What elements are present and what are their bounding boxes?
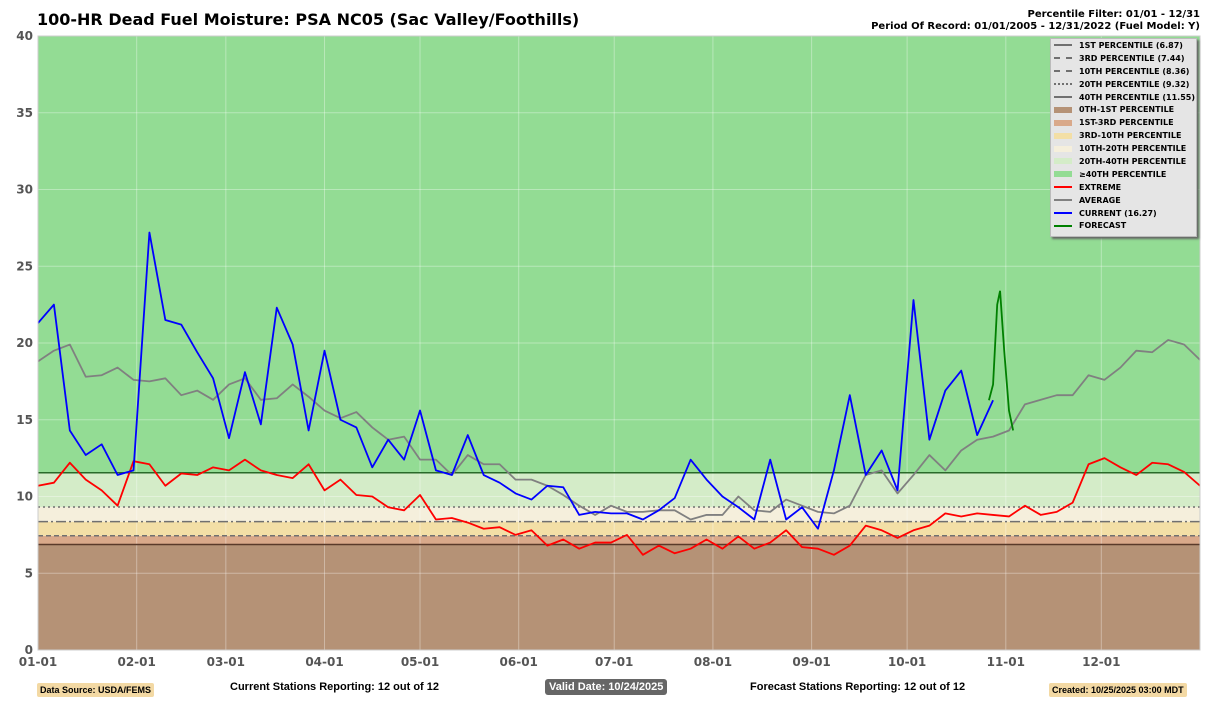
legend-label: 10TH-20TH PERCENTILE bbox=[1079, 144, 1187, 154]
legend-label: 20TH-40TH PERCENTILE bbox=[1079, 156, 1187, 166]
legend-item: AVERAGE bbox=[1051, 194, 1196, 207]
created-badge: Created: 10/25/2025 03:00 MDT bbox=[1049, 683, 1187, 697]
legend-swatch bbox=[1054, 145, 1072, 152]
legend-item: CURRENT (16.27) bbox=[1051, 207, 1196, 220]
x-tick-label: 05-01 bbox=[401, 655, 439, 669]
legend-item: 1ST PERCENTILE (6.87) bbox=[1051, 39, 1196, 52]
legend-line-icon bbox=[1054, 44, 1072, 47]
x-tick-label: 06-01 bbox=[500, 655, 538, 669]
x-tick-label: 02-01 bbox=[117, 655, 155, 669]
legend-item: 10TH PERCENTILE (8.36) bbox=[1051, 65, 1196, 78]
percentile-band bbox=[38, 544, 1200, 650]
extreme-line bbox=[37, 457, 1201, 556]
legend-label: 3RD-10TH PERCENTILE bbox=[1079, 131, 1182, 141]
y-tick-label: 20 bbox=[16, 336, 33, 350]
percentile-band bbox=[38, 535, 1200, 545]
legend-swatch bbox=[1054, 171, 1072, 178]
legend-label: 40TH PERCENTILE (11.55) bbox=[1079, 92, 1195, 102]
legend-item: 20TH PERCENTILE (9.32) bbox=[1051, 78, 1196, 91]
average-line bbox=[37, 339, 1201, 521]
legend-label: FORECAST bbox=[1079, 221, 1127, 231]
legend-line-icon bbox=[1054, 83, 1072, 86]
legend-item: EXTREME bbox=[1051, 181, 1196, 194]
legend-item: 3RD PERCENTILE (7.44) bbox=[1051, 52, 1196, 65]
y-tick-label: 15 bbox=[16, 413, 33, 427]
y-tick-label: 10 bbox=[16, 490, 33, 504]
y-tick-label: 35 bbox=[16, 106, 33, 120]
x-tick-label: 03-01 bbox=[207, 655, 245, 669]
percentile-band bbox=[38, 36, 1200, 473]
legend-item: 10TH-20TH PERCENTILE bbox=[1051, 142, 1196, 155]
x-tick-label: 12-01 bbox=[1082, 655, 1120, 669]
percentile-band bbox=[38, 521, 1200, 536]
legend-item: 3RD-10TH PERCENTILE bbox=[1051, 129, 1196, 142]
legend-swatch bbox=[1054, 158, 1072, 165]
forecast-stations: Forecast Stations Reporting: 12 out of 1… bbox=[750, 681, 966, 693]
y-tick-label: 30 bbox=[16, 183, 33, 197]
legend-line-icon bbox=[1054, 96, 1072, 98]
legend-label: CURRENT (16.27) bbox=[1079, 208, 1157, 218]
x-tick-label: 09-01 bbox=[792, 655, 830, 669]
x-tick-label: 11-01 bbox=[987, 655, 1025, 669]
percentile-band bbox=[38, 472, 1200, 507]
y-tick-label: 40 bbox=[16, 29, 33, 43]
legend-item: ≥40TH PERCENTILE bbox=[1051, 168, 1196, 181]
legend-item: 20TH-40TH PERCENTILE bbox=[1051, 155, 1196, 168]
legend-line-icon bbox=[1054, 199, 1072, 202]
legend-line-icon bbox=[1054, 224, 1072, 227]
legend-line-icon bbox=[1054, 212, 1072, 215]
legend-label: AVERAGE bbox=[1079, 195, 1121, 205]
legend-item: 1ST-3RD PERCENTILE bbox=[1051, 116, 1196, 129]
y-tick-label: 5 bbox=[25, 566, 33, 580]
legend: 1ST PERCENTILE (6.87) 3RD PERCENTILE (7.4… bbox=[1050, 38, 1197, 237]
x-tick-label: 08-01 bbox=[694, 655, 732, 669]
legend-line-icon bbox=[1054, 70, 1072, 73]
current-line bbox=[37, 231, 994, 530]
current-stations: Current Stations Reporting: 12 out of 12 bbox=[230, 681, 440, 693]
forecast-line bbox=[988, 290, 1015, 431]
x-tick-label: 07-01 bbox=[595, 655, 633, 669]
legend-label: 1ST-3RD PERCENTILE bbox=[1079, 118, 1174, 128]
legend-label: 0TH-1ST PERCENTILE bbox=[1079, 105, 1175, 115]
y-tick-label: 0 bbox=[25, 643, 33, 657]
period-of-record: Period Of Record: 01/01/2005 - 12/31/202… bbox=[871, 21, 1200, 32]
legend-label: EXTREME bbox=[1079, 182, 1122, 192]
y-tick-label: 25 bbox=[16, 259, 33, 273]
legend-item: 40TH PERCENTILE (11.55) bbox=[1051, 91, 1196, 104]
x-tick-label: 01-01 bbox=[19, 655, 57, 669]
legend-label: 1ST PERCENTILE (6.87) bbox=[1079, 40, 1183, 50]
legend-item: FORECAST bbox=[1051, 219, 1196, 232]
legend-swatch bbox=[1054, 132, 1072, 139]
legend-item: 0TH-1ST PERCENTILE bbox=[1051, 103, 1196, 116]
x-tick-label: 10-01 bbox=[888, 655, 926, 669]
legend-line-icon bbox=[1054, 57, 1072, 60]
chart-title: 100-HR Dead Fuel Moisture: PSA NC05 (Sac… bbox=[37, 10, 580, 29]
legend-line-icon bbox=[1054, 186, 1072, 189]
legend-swatch bbox=[1054, 119, 1072, 126]
percentile-band bbox=[38, 506, 1200, 522]
legend-label: 3RD PERCENTILE (7.44) bbox=[1079, 53, 1185, 63]
x-tick-label: 04-01 bbox=[305, 655, 343, 669]
legend-label: 10TH PERCENTILE (8.36) bbox=[1079, 66, 1190, 76]
valid-date-badge: Valid Date: 10/24/2025 bbox=[545, 679, 668, 695]
data-source-badge: Data Source: USDA/FEMS bbox=[37, 683, 155, 697]
legend-label: ≥40TH PERCENTILE bbox=[1079, 169, 1167, 179]
legend-label: 20TH PERCENTILE (9.32) bbox=[1079, 79, 1190, 89]
plot-frame bbox=[37, 35, 1201, 651]
percentile-filter: Percentile Filter: 01/01 - 12/31 bbox=[1027, 9, 1200, 20]
legend-swatch bbox=[1054, 106, 1072, 113]
